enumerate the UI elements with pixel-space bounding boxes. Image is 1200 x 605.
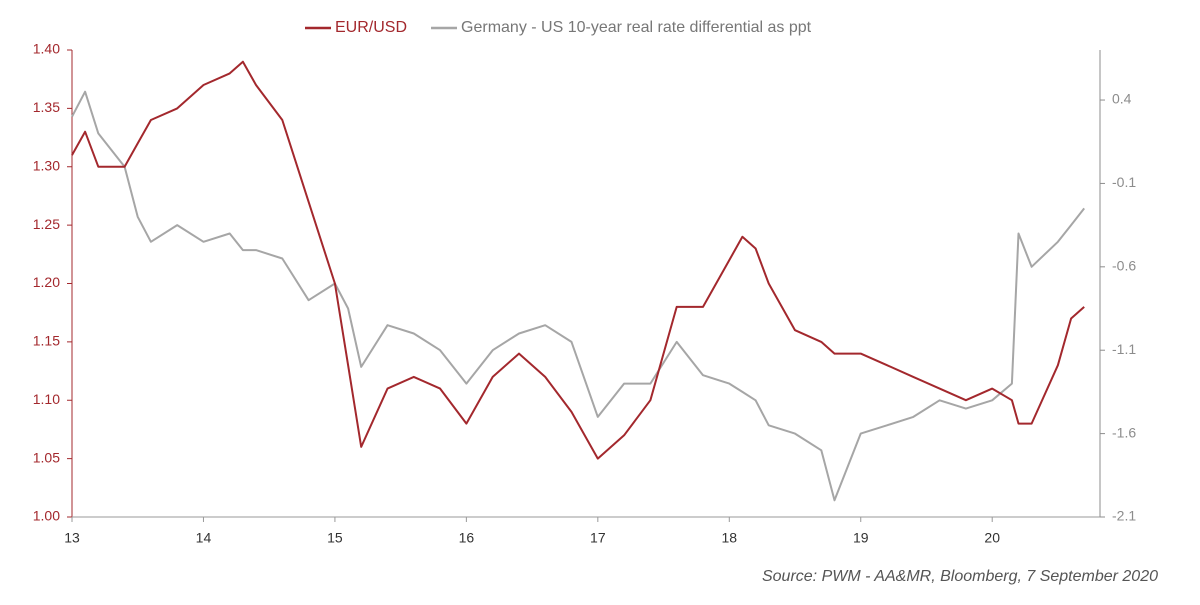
- x-tick-label: 16: [459, 530, 475, 546]
- x-tick-label: 18: [721, 530, 737, 546]
- y-tick-label: 1.30: [33, 157, 60, 173]
- x-tick-label: 15: [327, 530, 343, 546]
- y-tick-label: 1.20: [33, 274, 60, 290]
- x-tick-label: 14: [196, 530, 212, 546]
- y-tick-label: 1.15: [33, 333, 60, 349]
- y-tick-label: 1.40: [33, 41, 60, 57]
- x-tick-label: 19: [853, 530, 869, 546]
- y2-tick-label: -0.1: [1112, 174, 1136, 190]
- y-tick-label: 1.35: [33, 99, 60, 115]
- y2-tick-label: -2.1: [1112, 508, 1136, 524]
- y2-tick-label: 0.4: [1112, 91, 1132, 107]
- y-tick-label: 1.05: [33, 449, 60, 465]
- y2-tick-label: -0.6: [1112, 258, 1136, 274]
- x-tick-label: 20: [984, 530, 1000, 546]
- x-tick-label: 17: [590, 530, 606, 546]
- legend-label: EUR/USD: [335, 19, 407, 36]
- x-tick-label: 13: [64, 530, 80, 546]
- y2-tick-label: -1.1: [1112, 341, 1136, 357]
- y-tick-label: 1.10: [33, 391, 60, 407]
- series-line: [71, 90, 1085, 502]
- legend-label: Germany - US 10-year real rate different…: [461, 19, 812, 36]
- y-tick-label: 1.00: [33, 508, 60, 524]
- y-tick-label: 1.25: [33, 216, 60, 232]
- source-note: Source: PWM - AA&MR, Bloomberg, 7 Septem…: [762, 568, 1158, 585]
- series-line: [71, 60, 1085, 460]
- y2-tick-label: -1.6: [1112, 424, 1136, 440]
